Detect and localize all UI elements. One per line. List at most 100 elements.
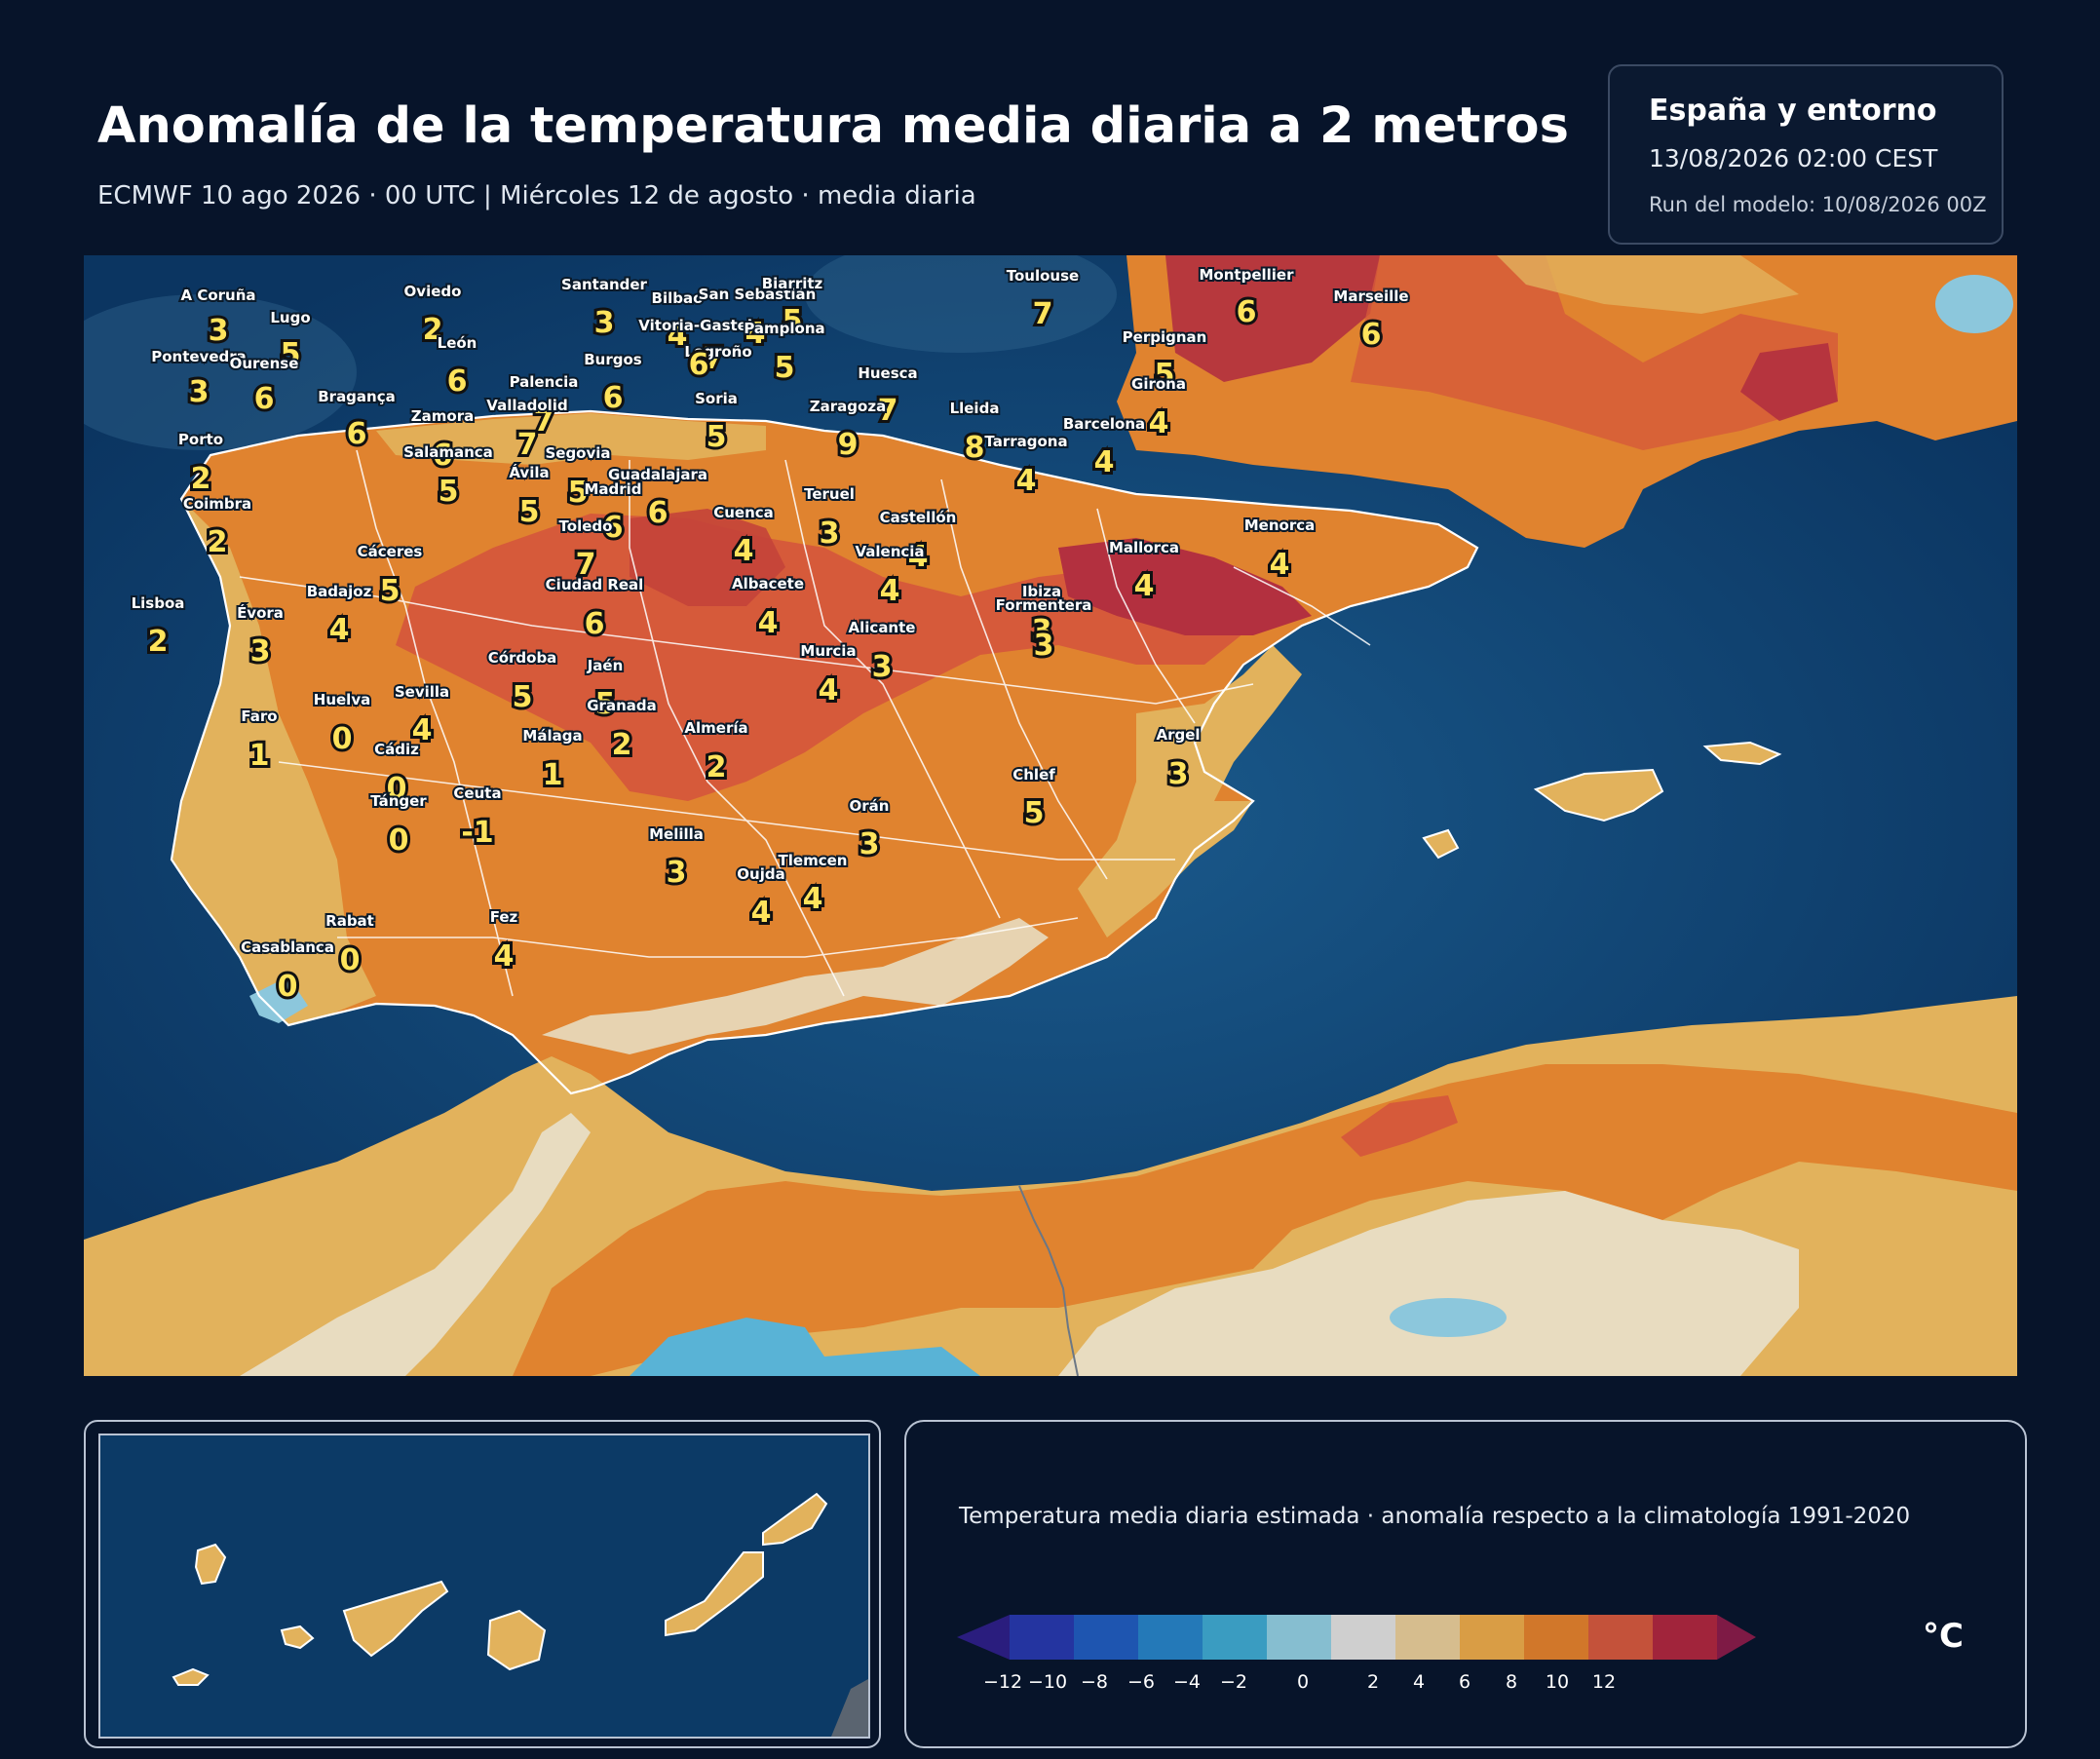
la-palma-shape [194, 1543, 227, 1586]
city-malaga: Málaga 1 [520, 725, 584, 795]
city-anomaly-value: 7 [878, 394, 898, 428]
colorbar-tick-label: −8 [1080, 1671, 1109, 1693]
city-name-label: Tlemcen [779, 852, 848, 869]
city-name-label: Faro [241, 707, 277, 725]
city-anomaly-value: 6 [1237, 295, 1257, 329]
model-run: Run del modelo: 10/08/2026 00Z [1649, 193, 1987, 216]
colorbar-segment [957, 1615, 1010, 1660]
city-montpellier: Montpellier 6 [1198, 264, 1297, 332]
city-name-label: Vitoria-Gasteiz [638, 317, 761, 334]
city-pamplona: Pamplona 7 [701, 318, 827, 379]
city-name-label: Murcia [800, 642, 856, 660]
city-anomaly-value: 0 [387, 772, 407, 806]
city-name-label: Chlef [1012, 766, 1055, 784]
canarias-inset[interactable]: La Graciosa1Lanzarote2La Palma1Tenerife1… [84, 1420, 881, 1748]
city-anomaly-value: 2 [706, 750, 727, 784]
city-name-label: Toulouse [1007, 267, 1079, 285]
city-name-label: San Sebastián [699, 286, 817, 303]
city-casablanca: Casablanca 0 [239, 937, 336, 1007]
city-name-label: Lleida [950, 400, 1000, 417]
city-tarragona: Tarragona 4 [982, 431, 1069, 501]
city-name-label: Oviedo [404, 283, 462, 300]
city-toledo: Toledo 7 [557, 516, 615, 585]
city-anomaly-value: 5 [281, 337, 301, 371]
city-tlemcen: Tlemcen 4 [777, 850, 850, 919]
info-panel: España y entorno 13/08/2026 02:00 CEST R… [1608, 64, 2004, 245]
city-anomaly-value: 4 [751, 896, 772, 930]
city-madrid: Madrid 6 [582, 478, 643, 548]
city-name-label: Casablanca [241, 938, 334, 956]
city-sevilla: Sevilla 4 [393, 681, 451, 750]
algeria-morocco-border [1018, 1185, 1079, 1376]
city-anomaly-value: 4 [803, 882, 823, 916]
city-anomaly-value: 2 [423, 313, 443, 347]
city-anomaly-value: 6 [648, 496, 668, 530]
city-castellon: Castellón 4 [878, 507, 959, 577]
city-name-label: Porto [178, 431, 223, 448]
el-hierro-shape [172, 1667, 210, 1686]
city-anomaly-value: 2 [208, 525, 228, 559]
colorbar-segment [1460, 1615, 1524, 1660]
city-name-label: Évora [237, 603, 284, 622]
colorbar-segment [1138, 1615, 1203, 1660]
city-barcelona: Barcelona 4 [1061, 413, 1147, 482]
anomaly-map[interactable]: A Coruña 3 Lugo 5 Oviedo 2 Santander 3 Bilbao 4 Vi… [84, 255, 2017, 1376]
city-coimbra: Coimbra 2 [181, 493, 253, 562]
city-name-label: Segovia [545, 444, 610, 462]
colorbar-tick-label: −2 [1219, 1671, 1248, 1693]
city-name-label: Valencia [855, 543, 924, 560]
city-name-label: Badajoz [307, 583, 372, 600]
city-anomaly-value: 6 [585, 607, 605, 641]
city-name-label: Burgos [584, 351, 642, 368]
colorbar-segment [1395, 1615, 1460, 1660]
city-anomaly-value: 6 [433, 439, 453, 473]
city-name-label: Bilbao [652, 289, 704, 307]
city-name-label: Formentera [996, 596, 1092, 614]
colorbar-segment [1203, 1615, 1267, 1660]
interior-hotter2 [630, 509, 785, 606]
city-name-label: Ourense [230, 355, 299, 372]
city-name-label: Cáceres [358, 543, 423, 560]
city-name-label: Tarragona [984, 433, 1067, 450]
city-ourense: Ourense 6 [228, 353, 301, 419]
city-anomaly-value: 1 [249, 739, 270, 773]
city-santander: Santander 3 [559, 274, 649, 343]
city-anomaly-value: 4 [1016, 464, 1037, 498]
city-name-label: Marseille [1333, 287, 1408, 305]
city-name-label: Logroño [684, 343, 751, 361]
city-oran: Orán 3 [848, 795, 892, 864]
city-name-label: Sevilla [395, 683, 449, 701]
city-name-label: Lugo [270, 309, 310, 326]
city-anomaly-value: 0 [278, 970, 298, 1004]
city-anomaly-value: 7 [517, 428, 538, 462]
city-mallorca: Mallorca 4 [1107, 537, 1181, 606]
city-anomaly-value: 4 [1149, 406, 1169, 440]
city-anomaly-value: 3 [189, 375, 210, 409]
city-lisboa: Lisboa 2 [130, 593, 187, 662]
city-name-label: Córdoba [488, 649, 557, 667]
city-palencia: Palencia 7 [508, 371, 581, 441]
city-anomaly-value: 4 [412, 713, 433, 747]
city-anomaly-value: 5 [706, 420, 727, 454]
city-name-label: León [438, 334, 477, 352]
mallorca [1533, 768, 1664, 822]
city-anomaly-value: 6 [447, 364, 468, 399]
city-anomaly-value: 4 [819, 673, 839, 707]
africa-pale-west [240, 1113, 591, 1376]
city-name-label: Santander [561, 276, 647, 293]
city-anomaly-value: 5 [1155, 358, 1175, 392]
city-anomaly-value: 7 [704, 342, 724, 376]
city-anomaly-value: 8 [965, 431, 985, 465]
legend-caption: Temperatura media diaria estimada · anom… [959, 1504, 1911, 1529]
gran-canaria-shape [486, 1609, 547, 1671]
city-fez: Fez 4 [488, 906, 520, 976]
city-anomaly-value: 2 [191, 462, 211, 496]
sea-shade [84, 294, 357, 450]
city-anomaly-value: 3 [1168, 757, 1189, 791]
city-anomaly-value: 6 [254, 382, 275, 416]
city-oviedo: Oviedo 2 [402, 281, 464, 350]
tenerife-shape [342, 1580, 449, 1658]
legend-panel: Temperatura media diaria estimada · anom… [904, 1420, 2027, 1748]
city-name-label: Oujda [737, 865, 784, 883]
